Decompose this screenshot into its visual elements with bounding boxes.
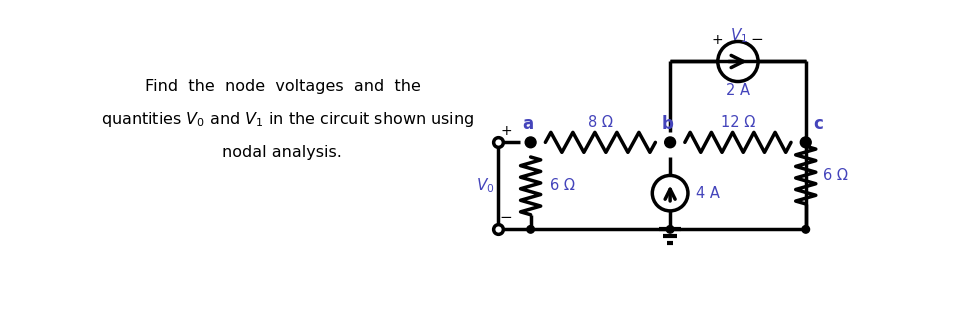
Circle shape (665, 137, 675, 148)
Text: 6 Ω: 6 Ω (823, 168, 848, 183)
Text: −: − (500, 210, 512, 225)
Text: nodal analysis.: nodal analysis. (222, 145, 342, 160)
Text: quantities $V_0$ and $V_1$ in the circuit shown using: quantities $V_0$ and $V_1$ in the circui… (102, 110, 475, 129)
Text: 12 Ω: 12 Ω (721, 115, 755, 130)
Text: 4 A: 4 A (695, 186, 719, 201)
Text: Find  the  node  voltages  and  the: Find the node voltages and the (145, 79, 421, 94)
Text: +: + (500, 124, 512, 138)
Text: $V_0$: $V_0$ (477, 177, 495, 195)
Text: b: b (662, 115, 674, 133)
Text: +: + (712, 33, 724, 47)
Circle shape (801, 137, 811, 148)
Text: $V_1$: $V_1$ (731, 27, 749, 45)
Circle shape (526, 226, 534, 233)
Circle shape (802, 226, 809, 233)
Text: 8 Ω: 8 Ω (588, 115, 613, 130)
Circle shape (526, 137, 536, 148)
Circle shape (667, 226, 674, 233)
Text: a: a (523, 115, 534, 133)
Text: −: − (750, 32, 763, 47)
Text: 2 A: 2 A (726, 83, 750, 98)
Text: 6 Ω: 6 Ω (550, 178, 574, 193)
Text: c: c (813, 115, 823, 133)
